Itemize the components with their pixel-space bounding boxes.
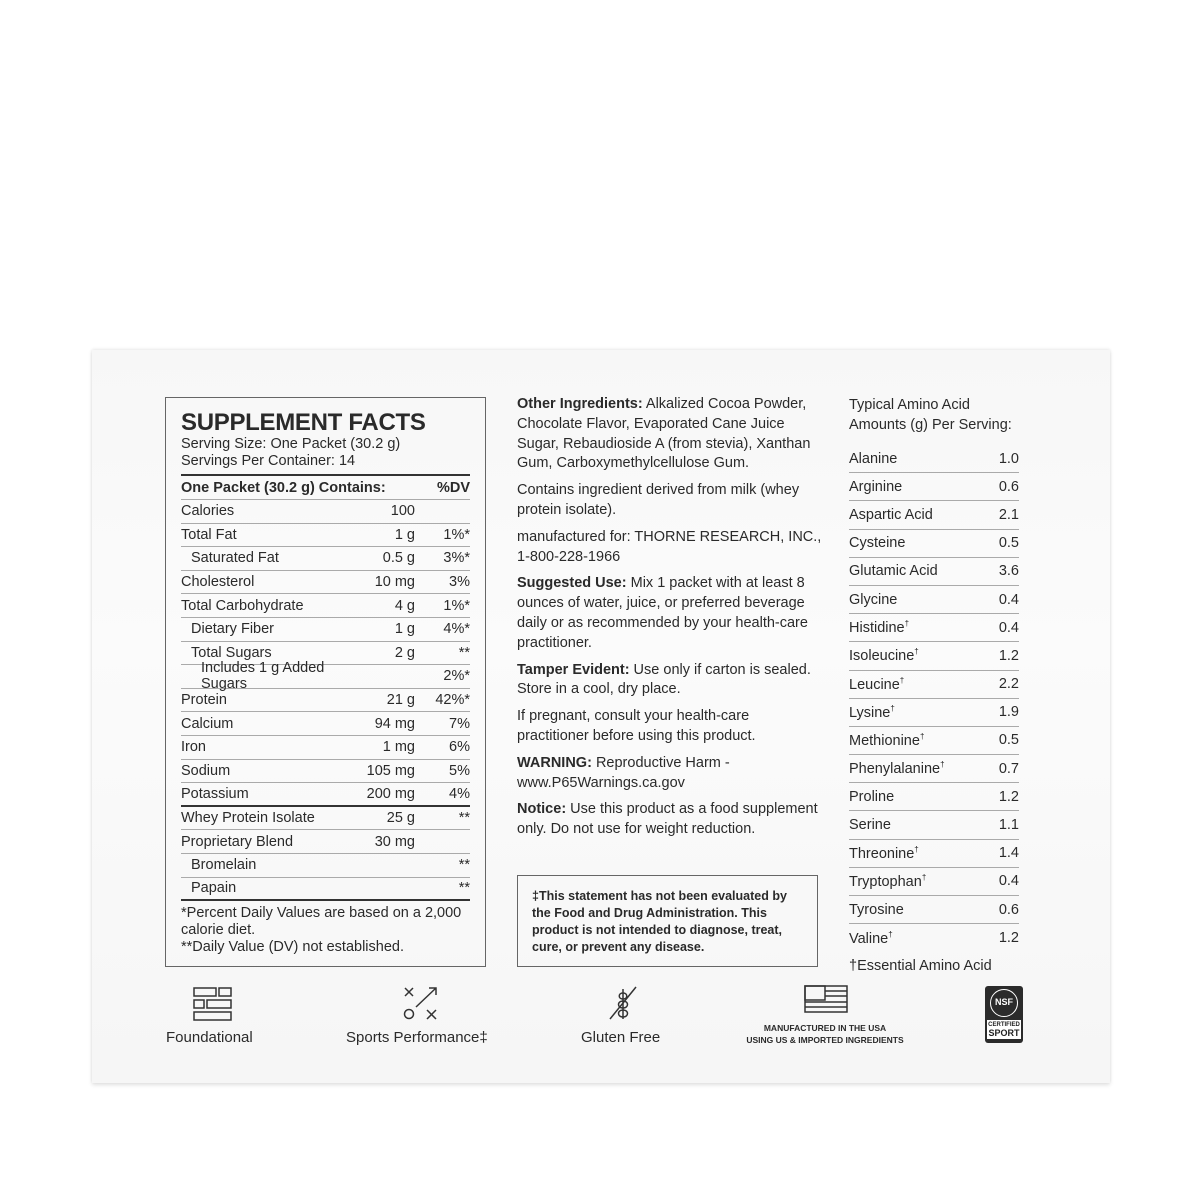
made-in-usa-text: MANUFACTURED IN THE USA USING US & IMPOR… xyxy=(746,1023,904,1045)
ingredient-paragraph: Other Ingredients: Alkalized Cocoa Powde… xyxy=(517,396,811,472)
ingredient-paragraph: Tamper Evident: Use only if carton is se… xyxy=(517,661,811,698)
amino-acid-panel: Typical Amino Acid Amounts (g) Per Servi… xyxy=(849,395,1019,974)
facts-row: Protein 21 g 42%* xyxy=(181,689,470,713)
essential-mark: † xyxy=(914,647,919,657)
facts-header-row: One Packet (30.2 g) Contains: %DV xyxy=(181,476,470,500)
amino-row: Serine 1.1 xyxy=(849,811,1019,840)
amino-row: Isoleucine† 1.2 xyxy=(849,642,1019,671)
facts-row: Papain ** xyxy=(181,878,470,902)
ingredient-paragraph: manufactured for: THORNE RESEARCH, INC.,… xyxy=(517,528,822,565)
facts-row: Saturated Fat 0.5 g 3%* xyxy=(181,547,470,571)
amino-row: Histidine† 0.4 xyxy=(849,614,1019,643)
amino-row: Threonine† 1.4 xyxy=(849,840,1019,868)
ingredient-paragraph: If pregnant, consult your health-care pr… xyxy=(517,708,756,744)
facts-row: Potassium 200 mg 4% xyxy=(181,783,470,807)
sports-play-icon xyxy=(403,987,437,1020)
ingredient-paragraph: Suggested Use: Mix 1 packet with at leas… xyxy=(517,575,808,651)
amino-row: Arginine 0.6 xyxy=(849,473,1019,502)
amino-row: Tryptophan† 0.4 xyxy=(849,868,1019,896)
nsf-logo: NSF xyxy=(990,989,1018,1017)
serving-size: Serving Size: One Packet (30.2 g) xyxy=(181,436,401,452)
product-carton-back xyxy=(92,350,1110,1083)
facts-row: Proprietary Blend 30 mg xyxy=(181,830,470,854)
fda-disclaimer: ‡This statement has not been evaluated b… xyxy=(517,875,818,967)
essential-mark: † xyxy=(899,675,905,685)
amino-row: Alanine 1.0 xyxy=(849,445,1019,474)
facts-row: Calories 100 xyxy=(181,500,470,524)
foundational-label: Foundational xyxy=(166,1029,253,1046)
amino-row: Tyrosine 0.6 xyxy=(849,896,1019,925)
essential-mark: † xyxy=(888,929,893,939)
footnote-dv: *Percent Daily Values are based on a 2,0… xyxy=(181,905,462,939)
facts-row: Whey Protein Isolate 25 g ** xyxy=(181,807,470,831)
amino-footnote: †Essential Amino Acid xyxy=(849,958,992,975)
facts-row: Cholesterol 10 mg 3% xyxy=(181,571,470,595)
sports-performance-label: Sports Performance‡ xyxy=(346,1029,488,1046)
amino-row: Valine† 1.2 xyxy=(849,929,1019,947)
usa-flag-icon xyxy=(804,985,848,1013)
nsf-certified-sport-badge: NSF CERTIFIED SPORT xyxy=(985,986,1023,1043)
amino-row: Lysine† 1.9 xyxy=(849,699,1019,727)
facts-row: Total Carbohydrate 4 g 1%* xyxy=(181,594,470,618)
essential-mark: † xyxy=(904,619,910,629)
supplement-facts-title: SUPPLEMENT FACTS xyxy=(181,409,426,436)
essential-mark: † xyxy=(890,703,895,713)
footnote-not-established: **Daily Value (DV) not established. xyxy=(181,939,404,956)
ingredient-paragraph: WARNING: Reproductive Harm - www.P65Warn… xyxy=(517,754,730,791)
amino-row: Aspartic Acid 2.1 xyxy=(849,501,1019,530)
amino-row: Phenylalanine† 0.7 xyxy=(849,755,1019,784)
amino-row: Leucine† 2.2 xyxy=(849,671,1019,699)
ingredient-paragraph: Contains ingredient derived from milk (w… xyxy=(517,482,800,518)
facts-row: Total Sugars 2 g ** xyxy=(181,642,470,666)
amino-row: Glutamic Acid 3.6 xyxy=(849,558,1019,586)
gluten-free-label: Gluten Free xyxy=(581,1029,661,1046)
foundational-blocks-icon xyxy=(193,987,232,1021)
facts-row: Bromelain ** xyxy=(181,854,470,878)
amino-row: Cysteine 0.5 xyxy=(849,530,1019,558)
facts-row: Dietary Fiber 1 g 4%* xyxy=(181,618,470,642)
ingredient-paragraph: Notice: Use this product as a food suppl… xyxy=(517,801,818,838)
amino-row: Methionine† 0.5 xyxy=(849,727,1019,756)
facts-row: Total Fat 1 g 1%* xyxy=(181,524,470,548)
ingredients-column: Other Ingredients: Alkalized Cocoa Powde… xyxy=(517,395,822,847)
servings-per-container: Servings Per Container: 14 xyxy=(181,453,356,469)
gluten-free-icon xyxy=(609,986,637,1020)
supplement-facts-panel: SUPPLEMENT FACTS Serving Size: One Packe… xyxy=(165,397,486,967)
facts-row: Iron 1 mg 6% xyxy=(181,736,470,760)
facts-row: Includes 1 g Added Sugars 2%* xyxy=(181,660,470,692)
essential-mark: † xyxy=(940,760,945,770)
facts-row: Calcium 94 mg 7% xyxy=(181,712,470,736)
amino-title: Typical Amino Acid Amounts (g) Per Servi… xyxy=(849,397,1012,433)
facts-row: Sodium 105 mg 5% xyxy=(181,760,470,784)
essential-mark: † xyxy=(914,844,919,854)
essential-mark: † xyxy=(919,732,925,742)
amino-row: Proline 1.2 xyxy=(849,783,1019,812)
amino-row: Glycine 0.4 xyxy=(849,586,1019,615)
essential-mark: † xyxy=(921,872,927,882)
